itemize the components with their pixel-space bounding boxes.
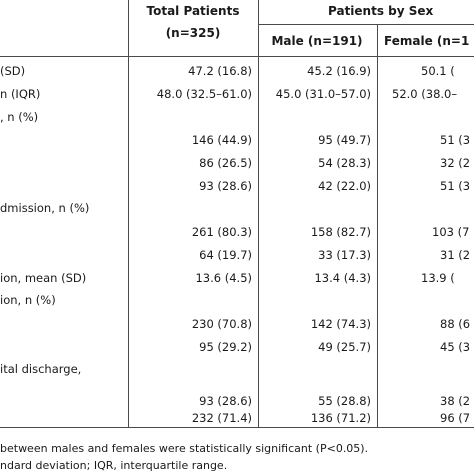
cell-female: 50.1 ( (421, 64, 455, 78)
row-label: ion, n (%) (0, 293, 56, 307)
cell-female: 13.9 ( (421, 271, 455, 285)
row-label: ion, mean (SD) (0, 271, 87, 285)
cell-total: 95 (29.2) (199, 340, 252, 354)
cell-male: 95 (49.7) (318, 133, 371, 147)
cell-female: 96 (7 (440, 411, 471, 425)
cell-female: 51 (3 (440, 179, 471, 193)
cell-female: 31 (2 (440, 248, 471, 262)
cell-male: 55 (28.8) (318, 394, 371, 408)
cell-total: 146 (44.9) (191, 133, 252, 147)
row-label: (SD) (0, 64, 26, 78)
header-male: Male (n=191) (271, 34, 363, 48)
cell-male: 54 (28.3) (318, 156, 371, 170)
cell-total: 48.0 (32.5–61.0) (156, 87, 252, 101)
divider-total-right (258, 0, 259, 428)
header-bottom-rule (0, 56, 474, 57)
cell-female: 32 (2 (440, 156, 471, 170)
header-sex-rule (258, 24, 474, 25)
divider-total-left (128, 0, 129, 428)
cell-male: 33 (17.3) (318, 248, 371, 262)
cell-male: 158 (82.7) (310, 225, 371, 239)
cell-total: 47.2 (16.8) (188, 64, 252, 78)
header-female: Female (n=1 (384, 34, 470, 48)
cell-male: 49 (25.7) (318, 340, 371, 354)
cell-male: 136 (71.2) (310, 411, 371, 425)
cell-male: 142 (74.3) (310, 317, 371, 331)
row-label: n (IQR) (0, 87, 41, 101)
cell-female: 38 (2 (440, 394, 471, 408)
cell-total: 13.6 (4.5) (195, 271, 252, 285)
cell-total: 64 (19.7) (199, 248, 252, 262)
cell-total: 261 (80.3) (191, 225, 252, 239)
footnote-significance: between males and females were statistic… (0, 442, 369, 455)
header-total-n: (n=325) (165, 26, 221, 40)
row-label: ital discharge, (0, 362, 82, 376)
cell-female: 45 (3 (440, 340, 471, 354)
table-bottom-rule (0, 427, 474, 428)
row-label: dmission, n (%) (0, 201, 90, 215)
cell-male: 45.2 (16.9) (307, 64, 371, 78)
cell-total: 86 (26.5) (199, 156, 252, 170)
cell-male: 42 (22.0) (318, 179, 371, 193)
header-patients-by-sex: Patients by Sex (328, 4, 434, 18)
cell-female: 103 (7 (432, 225, 470, 239)
header-total-patients: Total Patients (146, 4, 240, 18)
cell-female: 52.0 (38.0– (392, 87, 458, 101)
cell-male: 45.0 (31.0–57.0) (275, 87, 371, 101)
cell-total: 93 (28.6) (199, 179, 252, 193)
cell-male: 13.4 (4.3) (314, 271, 371, 285)
row-label: , n (%) (0, 110, 39, 124)
cell-total: 232 (71.4) (191, 411, 252, 425)
cell-total: 230 (70.8) (191, 317, 252, 331)
footnote-abbreviations: ndard deviation; IQR, interquartile rang… (0, 459, 228, 472)
cell-total: 93 (28.6) (199, 394, 252, 408)
cell-female: 51 (3 (440, 133, 471, 147)
cell-female: 88 (6 (440, 317, 471, 331)
divider-male-right (377, 24, 378, 428)
